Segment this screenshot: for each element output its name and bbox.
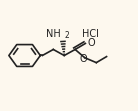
Text: 2: 2 bbox=[64, 31, 69, 40]
Text: O: O bbox=[80, 54, 88, 64]
Text: HCl: HCl bbox=[82, 29, 99, 39]
Text: O: O bbox=[87, 38, 95, 48]
Text: NH: NH bbox=[46, 29, 61, 39]
